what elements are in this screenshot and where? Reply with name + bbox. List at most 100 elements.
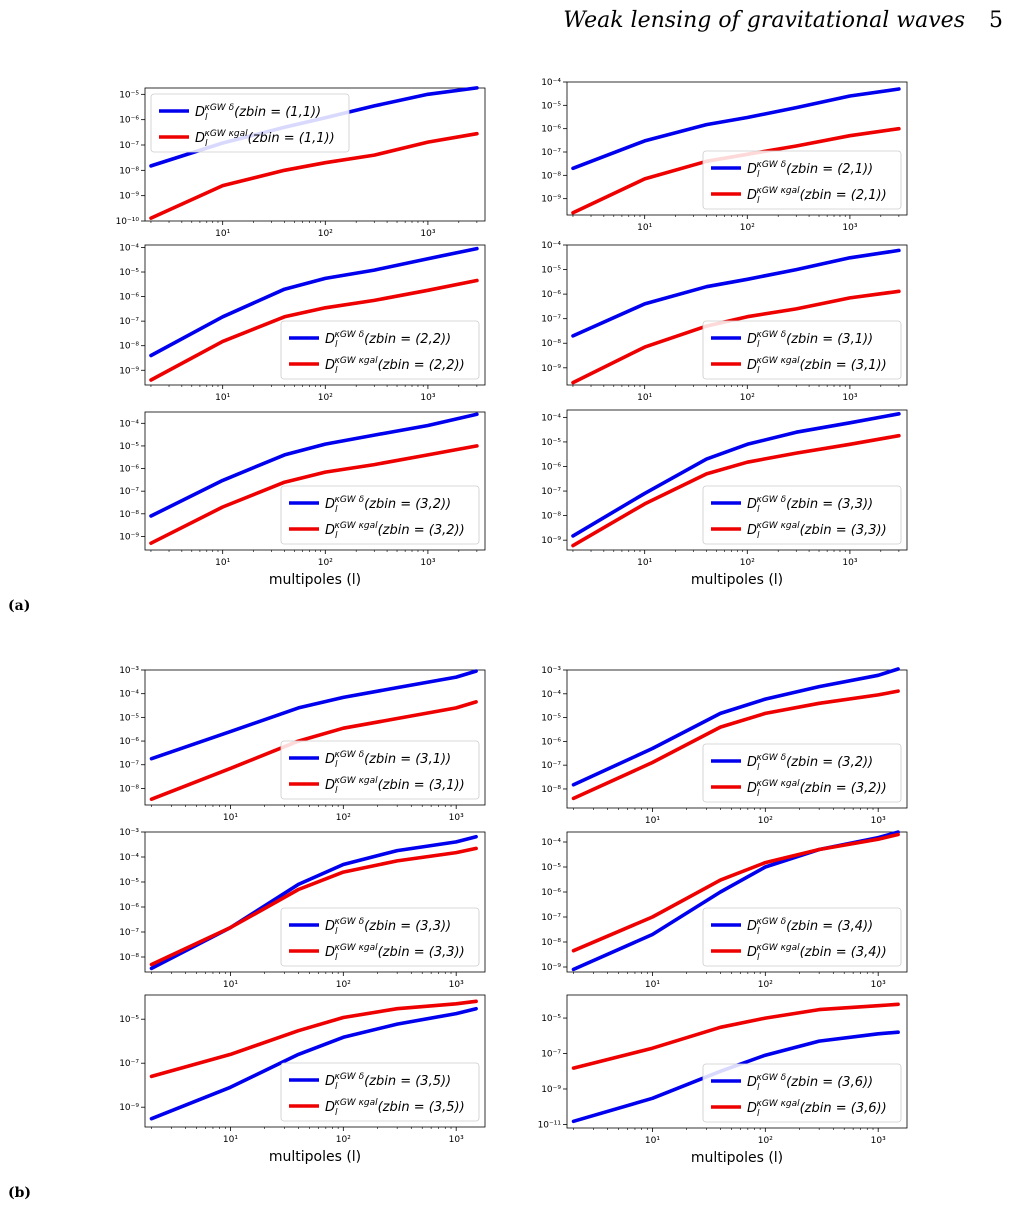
x-tick-label: 10¹: [215, 229, 230, 239]
x-tick-label: 10²: [336, 980, 351, 990]
series-line-red: [571, 289, 901, 385]
legend: DlκGW δ(zbin = (3,2)) DlκGW κgal(zbin = (…: [702, 743, 902, 803]
y-tick-label: 10⁻⁸: [541, 785, 561, 795]
legend-entry: DlκGW κgal(zbin = (3,5)): [325, 1098, 465, 1118]
y-tick-label: 10⁻⁹: [119, 1103, 139, 1113]
series-line-red: [149, 131, 479, 220]
y-tick-label: 10⁻⁹: [541, 1085, 561, 1095]
y-tick-label: 10⁻⁶: [541, 462, 561, 472]
y-tick-label: 10⁻⁷: [119, 141, 139, 151]
y-tick-label: 10⁻⁵: [119, 268, 139, 278]
y-tick-label: 10⁻⁵: [119, 90, 139, 100]
x-axis-label: multipoles (l): [269, 1149, 361, 1165]
x-tick-label: 10³: [420, 229, 435, 239]
legend: DlκGW δ(zbin = (3,1)) DlκGW κgal(zbin = (…: [702, 320, 902, 380]
legend-entry: DlκGW κgal(zbin = (1,1)): [195, 129, 335, 149]
y-tick-label: 10⁻¹⁰: [116, 217, 140, 227]
legend-box: [280, 485, 480, 545]
legend: DlκGW δ(zbin = (3,2)) DlκGW κgal(zbin = (…: [280, 485, 480, 545]
y-tick-label: 10⁻⁸: [541, 938, 561, 948]
legend-entry: DlκGW κgal(zbin = (3,3)): [325, 943, 465, 963]
x-tick-label: 10¹: [223, 813, 238, 823]
plot-frame: [144, 87, 486, 222]
x-tick-label: 10¹: [223, 980, 238, 990]
series-line-red: [571, 689, 900, 801]
x-tick-label: 10³: [871, 980, 886, 990]
y-tick-label: 10⁻¹¹: [538, 1120, 562, 1130]
plot-frame: [566, 831, 908, 973]
y-tick-label: 10⁻⁵: [541, 1014, 561, 1024]
x-tick-label: 10¹: [645, 1136, 660, 1146]
y-tick-label: 10⁻⁶: [119, 293, 139, 303]
panel-label-b: (b): [8, 1185, 32, 1201]
plot-frame: [566, 81, 908, 216]
y-tick-label: 10⁻⁵: [541, 101, 561, 111]
series-line-red: [571, 1002, 900, 1070]
legend: DlκGW δ(zbin = (3,6)) DlκGW κgal(zbin = (…: [702, 1063, 902, 1123]
y-tick-label: 10⁻³: [119, 666, 139, 676]
chart-6: 10¹ 10² 10³ 10⁻⁹ 10⁻⁸ 10⁻⁷ 10⁻⁶ 10⁻⁵ 10⁻⁴ DlκGW δ…: [541, 409, 908, 588]
legend: DlκGW δ(zbin = (2,1)) DlκGW κgal(zbin = (…: [702, 150, 902, 210]
series-line-blue: [571, 1030, 900, 1124]
legend-entry: DlκGW κgal(zbin = (3,1)): [747, 356, 887, 376]
x-tick-label: 10²: [336, 813, 351, 823]
x-tick-label: 10²: [318, 558, 333, 568]
series-line-red: [149, 444, 479, 545]
legend-entry: DlκGW δ(zbin = (3,2)): [747, 753, 873, 773]
y-tick-label: 10⁻⁹: [119, 192, 139, 202]
legend-entry: DlκGW δ(zbin = (3,6)): [747, 1073, 873, 1093]
x-tick-label: 10³: [871, 816, 886, 826]
series-line-blue: [149, 412, 479, 518]
running-header: Weak lensing of gravitational waves 5: [563, 8, 1003, 33]
legend: DlκGW δ(zbin = (3,1)) DlκGW κgal(zbin = (…: [280, 740, 480, 800]
chart-7: 10¹ 10² 10³ 10⁻⁸ 10⁻⁷ 10⁻⁶ 10⁻⁵ 10⁻⁴ 10⁻³ DlκGW δ…: [119, 666, 486, 823]
legend-box: [702, 150, 902, 210]
y-tick-label: 10⁻⁵: [541, 438, 561, 448]
y-tick-label: 10⁻⁶: [119, 737, 139, 747]
series-line-blue: [571, 667, 900, 787]
chart-2: 10¹ 10² 10³ 10⁻⁹ 10⁻⁸ 10⁻⁷ 10⁻⁶ 10⁻⁵ 10⁻⁴ DlκGW δ…: [541, 78, 908, 233]
y-tick-label: 10⁻⁶: [541, 125, 561, 135]
series-line-blue: [571, 87, 901, 171]
x-axis-label: multipoles (l): [691, 1150, 783, 1166]
plot-frame: [566, 409, 908, 551]
plot-frame: [566, 994, 908, 1129]
chart-11: 10¹ 10² 10³ 10⁻⁹ 10⁻⁷ 10⁻⁵ DlκGW δ(zbin = (3,5…: [119, 994, 486, 1165]
y-tick-label: 10⁻⁹: [541, 536, 561, 546]
y-tick-label: 10⁻⁴: [541, 78, 561, 88]
legend: DlκGW δ(zbin = (1,1)) DlκGW κgal(zbin = (…: [150, 93, 350, 153]
y-tick-label: 10⁻⁵: [119, 713, 139, 723]
legend-entry: DlκGW δ(zbin = (3,5)): [325, 1072, 451, 1092]
x-tick-label: 10²: [758, 816, 773, 826]
legend-entry: DlκGW κgal(zbin = (3,3)): [747, 521, 887, 541]
y-tick-label: 10⁻⁴: [119, 690, 139, 700]
y-tick-label: 10⁻⁷: [541, 315, 561, 325]
y-tick-label: 10⁻³: [541, 666, 561, 676]
y-tick-label: 10⁻⁴: [541, 413, 561, 423]
y-tick-label: 10⁻⁵: [119, 878, 139, 888]
y-tick-label: 10⁻⁵: [119, 1015, 139, 1025]
legend: DlκGW δ(zbin = (3,3)) DlκGW κgal(zbin = (…: [702, 485, 902, 545]
series-line-red: [149, 278, 479, 382]
y-tick-label: 10⁻⁷: [119, 317, 139, 327]
x-tick-label: 10²: [758, 1136, 773, 1146]
legend-entry: DlκGW κgal(zbin = (3,4)): [747, 943, 887, 963]
x-tick-label: 10³: [449, 813, 464, 823]
legend-box: [702, 485, 902, 545]
x-tick-label: 10²: [740, 223, 755, 233]
x-tick-label: 10³: [842, 393, 857, 403]
x-tick-label: 10¹: [215, 393, 230, 403]
series-line-blue: [149, 1006, 478, 1121]
x-tick-label: 10¹: [637, 558, 652, 568]
series-line-blue: [149, 246, 479, 358]
x-axis-label: multipoles (l): [269, 572, 361, 588]
y-tick-label: 10⁻⁷: [541, 1050, 561, 1060]
legend-entry: DlκGW κgal(zbin = (3,2)): [325, 521, 465, 541]
x-tick-label: 10²: [318, 229, 333, 239]
y-tick-label: 10⁻⁶: [119, 465, 139, 475]
x-tick-label: 10²: [740, 393, 755, 403]
y-tick-label: 10⁻⁸: [119, 953, 139, 963]
legend-box: [702, 320, 902, 380]
x-tick-label: 10¹: [645, 816, 660, 826]
